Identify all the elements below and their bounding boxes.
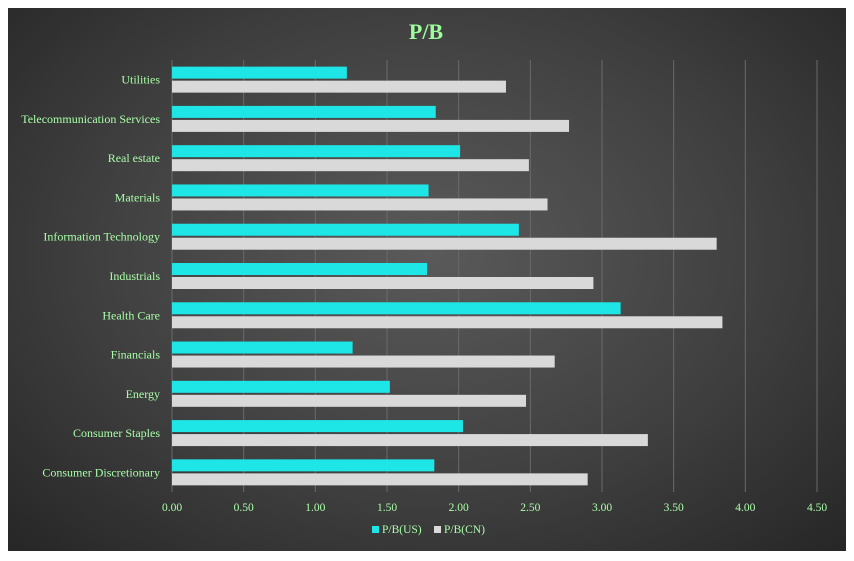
- bar-us: [172, 184, 429, 197]
- category-labels: Consumer Discretionary Consumer Staples En…: [21, 73, 160, 480]
- bar-cn: [172, 316, 723, 329]
- category-label: Health Care: [102, 308, 160, 322]
- bar-cn: [172, 159, 529, 172]
- bar-cn: [172, 80, 506, 93]
- bar-cn: [172, 237, 717, 250]
- legend-label-cn: P/B(CN): [444, 524, 485, 536]
- bar-us: [172, 105, 436, 118]
- bar-us: [172, 302, 621, 315]
- category-label: Consumer Staples: [73, 426, 160, 440]
- bar-us: [172, 223, 519, 236]
- x-tick-label: 0.00: [162, 502, 182, 514]
- bar-chart: P/B Consumer Discretionary Consumer Stapl…: [21, 19, 827, 536]
- x-tick-label: 1.50: [377, 502, 397, 514]
- bar-us: [172, 459, 435, 472]
- x-axis-tick-labels: 0.00 0.50 1.00 1.50 2.00 2.50 3.00 3.50 4.00 4.50: [162, 502, 827, 514]
- x-tick-label: 2.50: [520, 502, 540, 514]
- bar-cn: [172, 198, 548, 211]
- x-tick-label: 4.00: [735, 502, 755, 514]
- category-label: Industrials: [109, 269, 160, 283]
- category-label: Financials: [111, 348, 161, 362]
- category-label: Consumer Discretionary: [42, 465, 160, 479]
- chart-area: P/B Consumer Discretionary Consumer Stapl…: [8, 8, 846, 551]
- category-label: Energy: [126, 387, 160, 401]
- legend-swatch-cn: [434, 526, 441, 533]
- bar-cn: [172, 473, 588, 486]
- x-tick-label: 3.50: [664, 502, 684, 514]
- bar-us: [172, 66, 347, 79]
- bar-cn: [172, 355, 555, 368]
- x-tick-label: 0.50: [234, 502, 254, 514]
- bar-us: [172, 380, 390, 393]
- category-label: Real estate: [108, 151, 160, 165]
- bar-cn: [172, 394, 527, 407]
- x-tick-label: 4.50: [807, 502, 827, 514]
- bar-us: [172, 263, 428, 275]
- bar-us: [172, 145, 461, 158]
- bar-cn: [172, 277, 594, 289]
- legend: P/B(US) P/B(CN): [372, 524, 485, 536]
- category-label: Materials: [115, 190, 161, 204]
- chart-title: P/B: [409, 19, 444, 44]
- bar-cn: [172, 119, 570, 132]
- x-tick-label: 2.00: [449, 502, 469, 514]
- x-tick-label: 1.00: [305, 502, 325, 514]
- category-label: Telecommunication Services: [21, 112, 160, 126]
- bar-us: [172, 420, 463, 433]
- bars: [172, 66, 723, 486]
- bar-cn: [172, 434, 648, 447]
- legend-swatch-us: [372, 526, 379, 533]
- x-tick-label: 3.00: [592, 502, 612, 514]
- legend-label-us: P/B(US): [382, 524, 422, 536]
- gridlines: [171, 60, 818, 492]
- bar-us: [172, 341, 353, 354]
- category-label: Utilities: [121, 73, 160, 87]
- category-label: Information Technology: [43, 230, 160, 244]
